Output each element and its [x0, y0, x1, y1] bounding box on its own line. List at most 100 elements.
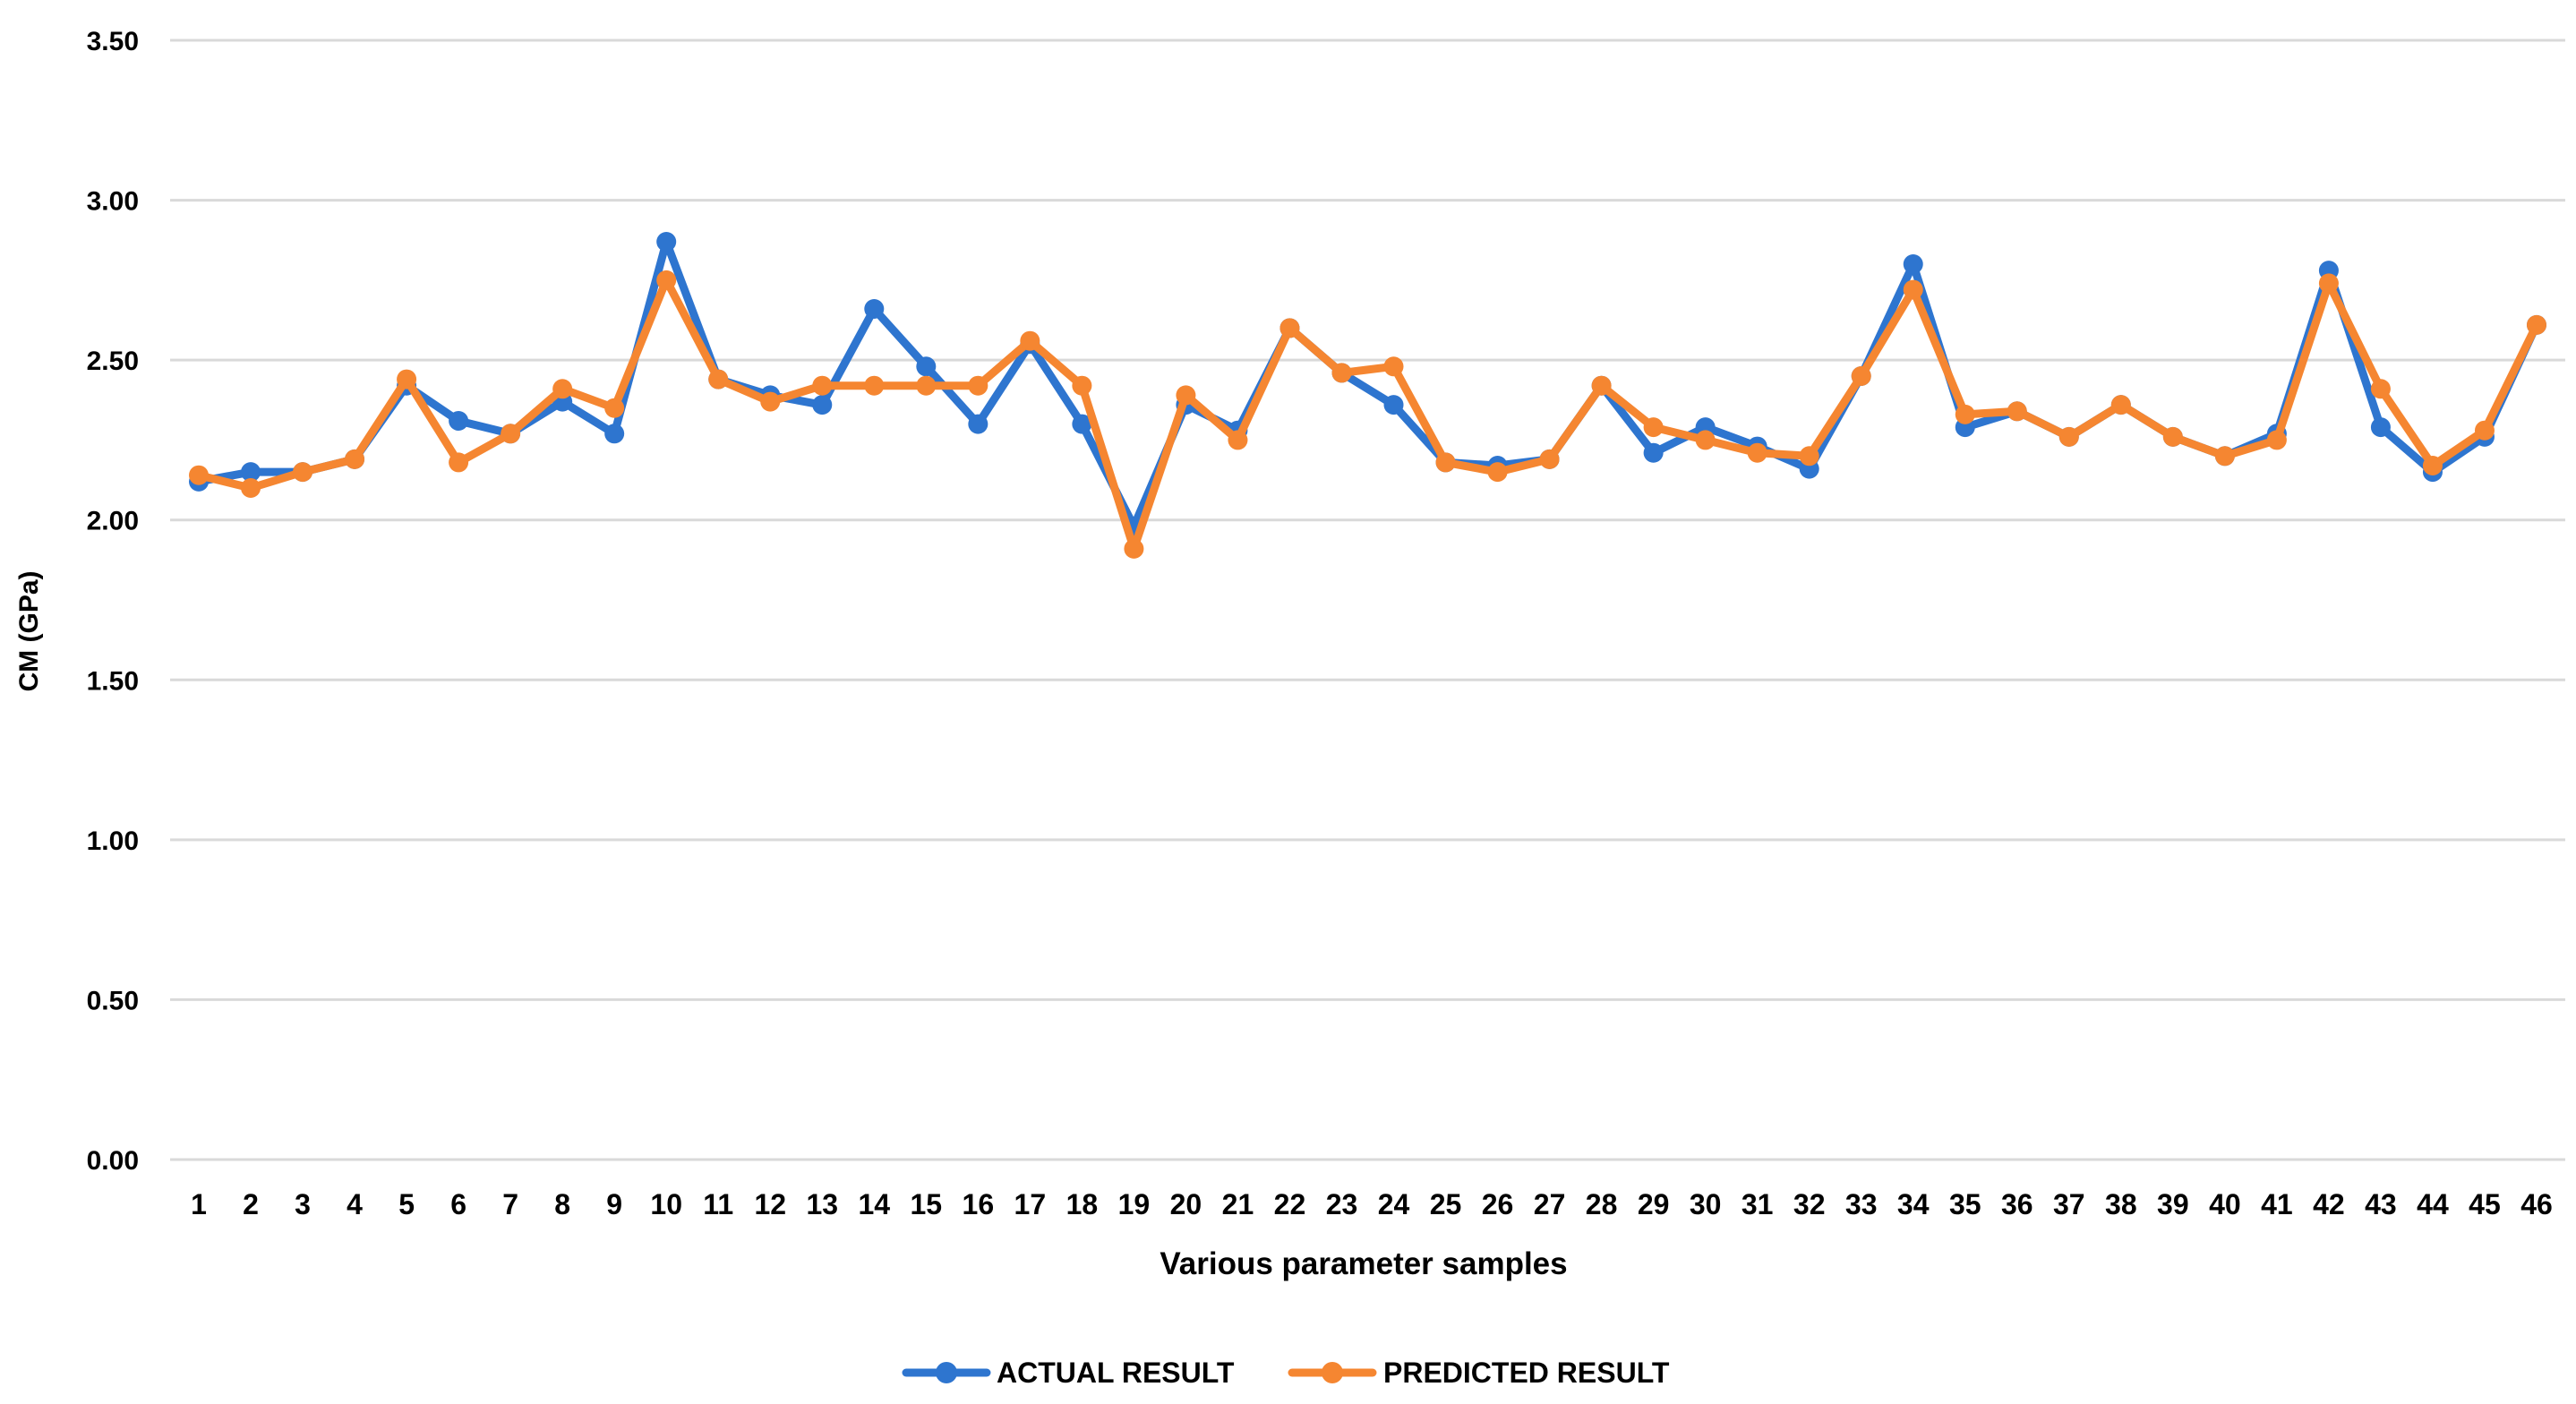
x-tick-label: 15 — [911, 1188, 943, 1220]
data-point — [1695, 430, 1716, 450]
data-point — [1020, 330, 1040, 351]
x-tick-label: 2 — [243, 1188, 259, 1220]
data-point — [2370, 417, 2391, 438]
data-point — [397, 369, 417, 390]
data-point — [1591, 375, 1612, 396]
data-point — [656, 270, 677, 290]
x-tick-label: 44 — [2417, 1188, 2449, 1220]
x-tick-label: 36 — [2001, 1188, 2033, 1220]
x-tick-label: 19 — [1118, 1188, 1151, 1220]
data-point — [1799, 446, 1819, 467]
series-lines — [189, 232, 2546, 559]
x-tick-label: 18 — [1066, 1188, 1099, 1220]
data-point — [604, 398, 625, 418]
x-tick-label: 38 — [2105, 1188, 2137, 1220]
x-tick-label: 34 — [1897, 1188, 1930, 1220]
x-tick-label: 4 — [347, 1188, 363, 1220]
y-axis-ticks: 0.00 0.50 1.00 1.50 2.00 2.50 3.00 3.50 — [87, 27, 139, 1176]
x-tick-label: 32 — [1793, 1188, 1826, 1220]
legend: ACTUAL RESULT PREDICTED RESULT — [902, 1357, 1670, 1389]
y-tick-label: 3.50 — [87, 27, 139, 56]
data-point — [1228, 430, 1248, 450]
x-tick-label: 27 — [1534, 1188, 1566, 1220]
x-tick-label: 17 — [1014, 1188, 1047, 1220]
x-axis-title: Various parameter samples — [1160, 1246, 1567, 1281]
data-point — [449, 452, 469, 473]
x-tick-label: 10 — [650, 1188, 682, 1220]
x-tick-label: 45 — [2469, 1188, 2501, 1220]
x-axis-ticks: 1 2 3 4 5 6 7 8 9 10 11 12 13 14 15 16 17 18 19 20 21 22 23 24 2… — [191, 1188, 2553, 1220]
data-point — [2058, 426, 2079, 447]
data-point — [501, 424, 521, 444]
y-tick-label: 3.00 — [87, 187, 139, 217]
series-actual — [189, 232, 2546, 536]
x-tick-label: 5 — [398, 1188, 415, 1220]
data-point — [812, 395, 833, 415]
data-point — [1539, 449, 1560, 469]
x-tick-label: 11 — [703, 1188, 733, 1220]
data-point — [241, 462, 261, 483]
x-tick-label: 7 — [502, 1188, 518, 1220]
data-point — [916, 375, 937, 396]
x-tick-label: 3 — [295, 1188, 311, 1220]
data-point — [2422, 456, 2443, 475]
data-point — [2266, 430, 2287, 450]
data-point — [1072, 414, 1092, 434]
x-tick-label: 26 — [1482, 1188, 1514, 1220]
x-tick-label: 6 — [450, 1188, 466, 1220]
data-point — [1124, 538, 1144, 559]
data-point — [2110, 395, 2131, 415]
data-point — [968, 414, 988, 434]
y-tick-label: 1.50 — [87, 666, 139, 696]
x-tick-label: 35 — [1949, 1188, 1981, 1220]
gridlines — [170, 39, 2565, 1161]
data-point — [656, 232, 677, 252]
data-point — [916, 356, 937, 377]
x-tick-label: 28 — [1586, 1188, 1618, 1220]
x-tick-label: 29 — [1638, 1188, 1670, 1220]
y-tick-label: 1.00 — [87, 826, 139, 856]
data-point — [552, 379, 573, 399]
data-point — [241, 478, 261, 498]
x-tick-label: 25 — [1430, 1188, 1462, 1220]
data-point — [1747, 442, 1767, 463]
data-point — [2370, 379, 2391, 399]
data-point — [2318, 273, 2339, 294]
data-point — [1279, 318, 1300, 338]
x-tick-label: 24 — [1378, 1188, 1410, 1220]
data-point — [189, 465, 209, 485]
x-tick-label: 1 — [191, 1188, 207, 1220]
x-tick-label: 37 — [2053, 1188, 2085, 1220]
y-tick-label: 0.00 — [87, 1146, 139, 1176]
x-tick-label: 23 — [1326, 1188, 1358, 1220]
x-tick-label: 46 — [2520, 1188, 2553, 1220]
data-point — [864, 299, 885, 319]
x-tick-label: 43 — [2365, 1188, 2397, 1220]
data-point — [708, 369, 729, 390]
data-point — [1487, 462, 1508, 483]
x-tick-label: 13 — [806, 1188, 838, 1220]
data-point — [1955, 404, 1975, 424]
data-point — [2527, 314, 2546, 335]
data-point — [760, 391, 781, 412]
x-tick-label: 39 — [2157, 1188, 2189, 1220]
data-point — [1903, 254, 1923, 274]
series-line — [194, 237, 2541, 531]
data-point — [1072, 375, 1092, 396]
data-point — [864, 375, 885, 396]
y-tick-label: 2.00 — [87, 507, 139, 536]
x-tick-label: 16 — [963, 1188, 995, 1220]
y-axis-title: CM (GPa) — [14, 571, 44, 692]
data-point — [1903, 279, 1923, 300]
data-point — [1435, 452, 1456, 473]
x-tick-label: 22 — [1274, 1188, 1306, 1220]
x-tick-label: 20 — [1170, 1188, 1202, 1220]
data-point — [1383, 356, 1404, 377]
x-tick-label: 40 — [2209, 1188, 2241, 1220]
x-tick-label: 41 — [2261, 1188, 2293, 1220]
x-tick-label: 30 — [1690, 1188, 1722, 1220]
x-tick-label: 31 — [1742, 1188, 1774, 1220]
x-tick-label: 14 — [858, 1188, 890, 1220]
